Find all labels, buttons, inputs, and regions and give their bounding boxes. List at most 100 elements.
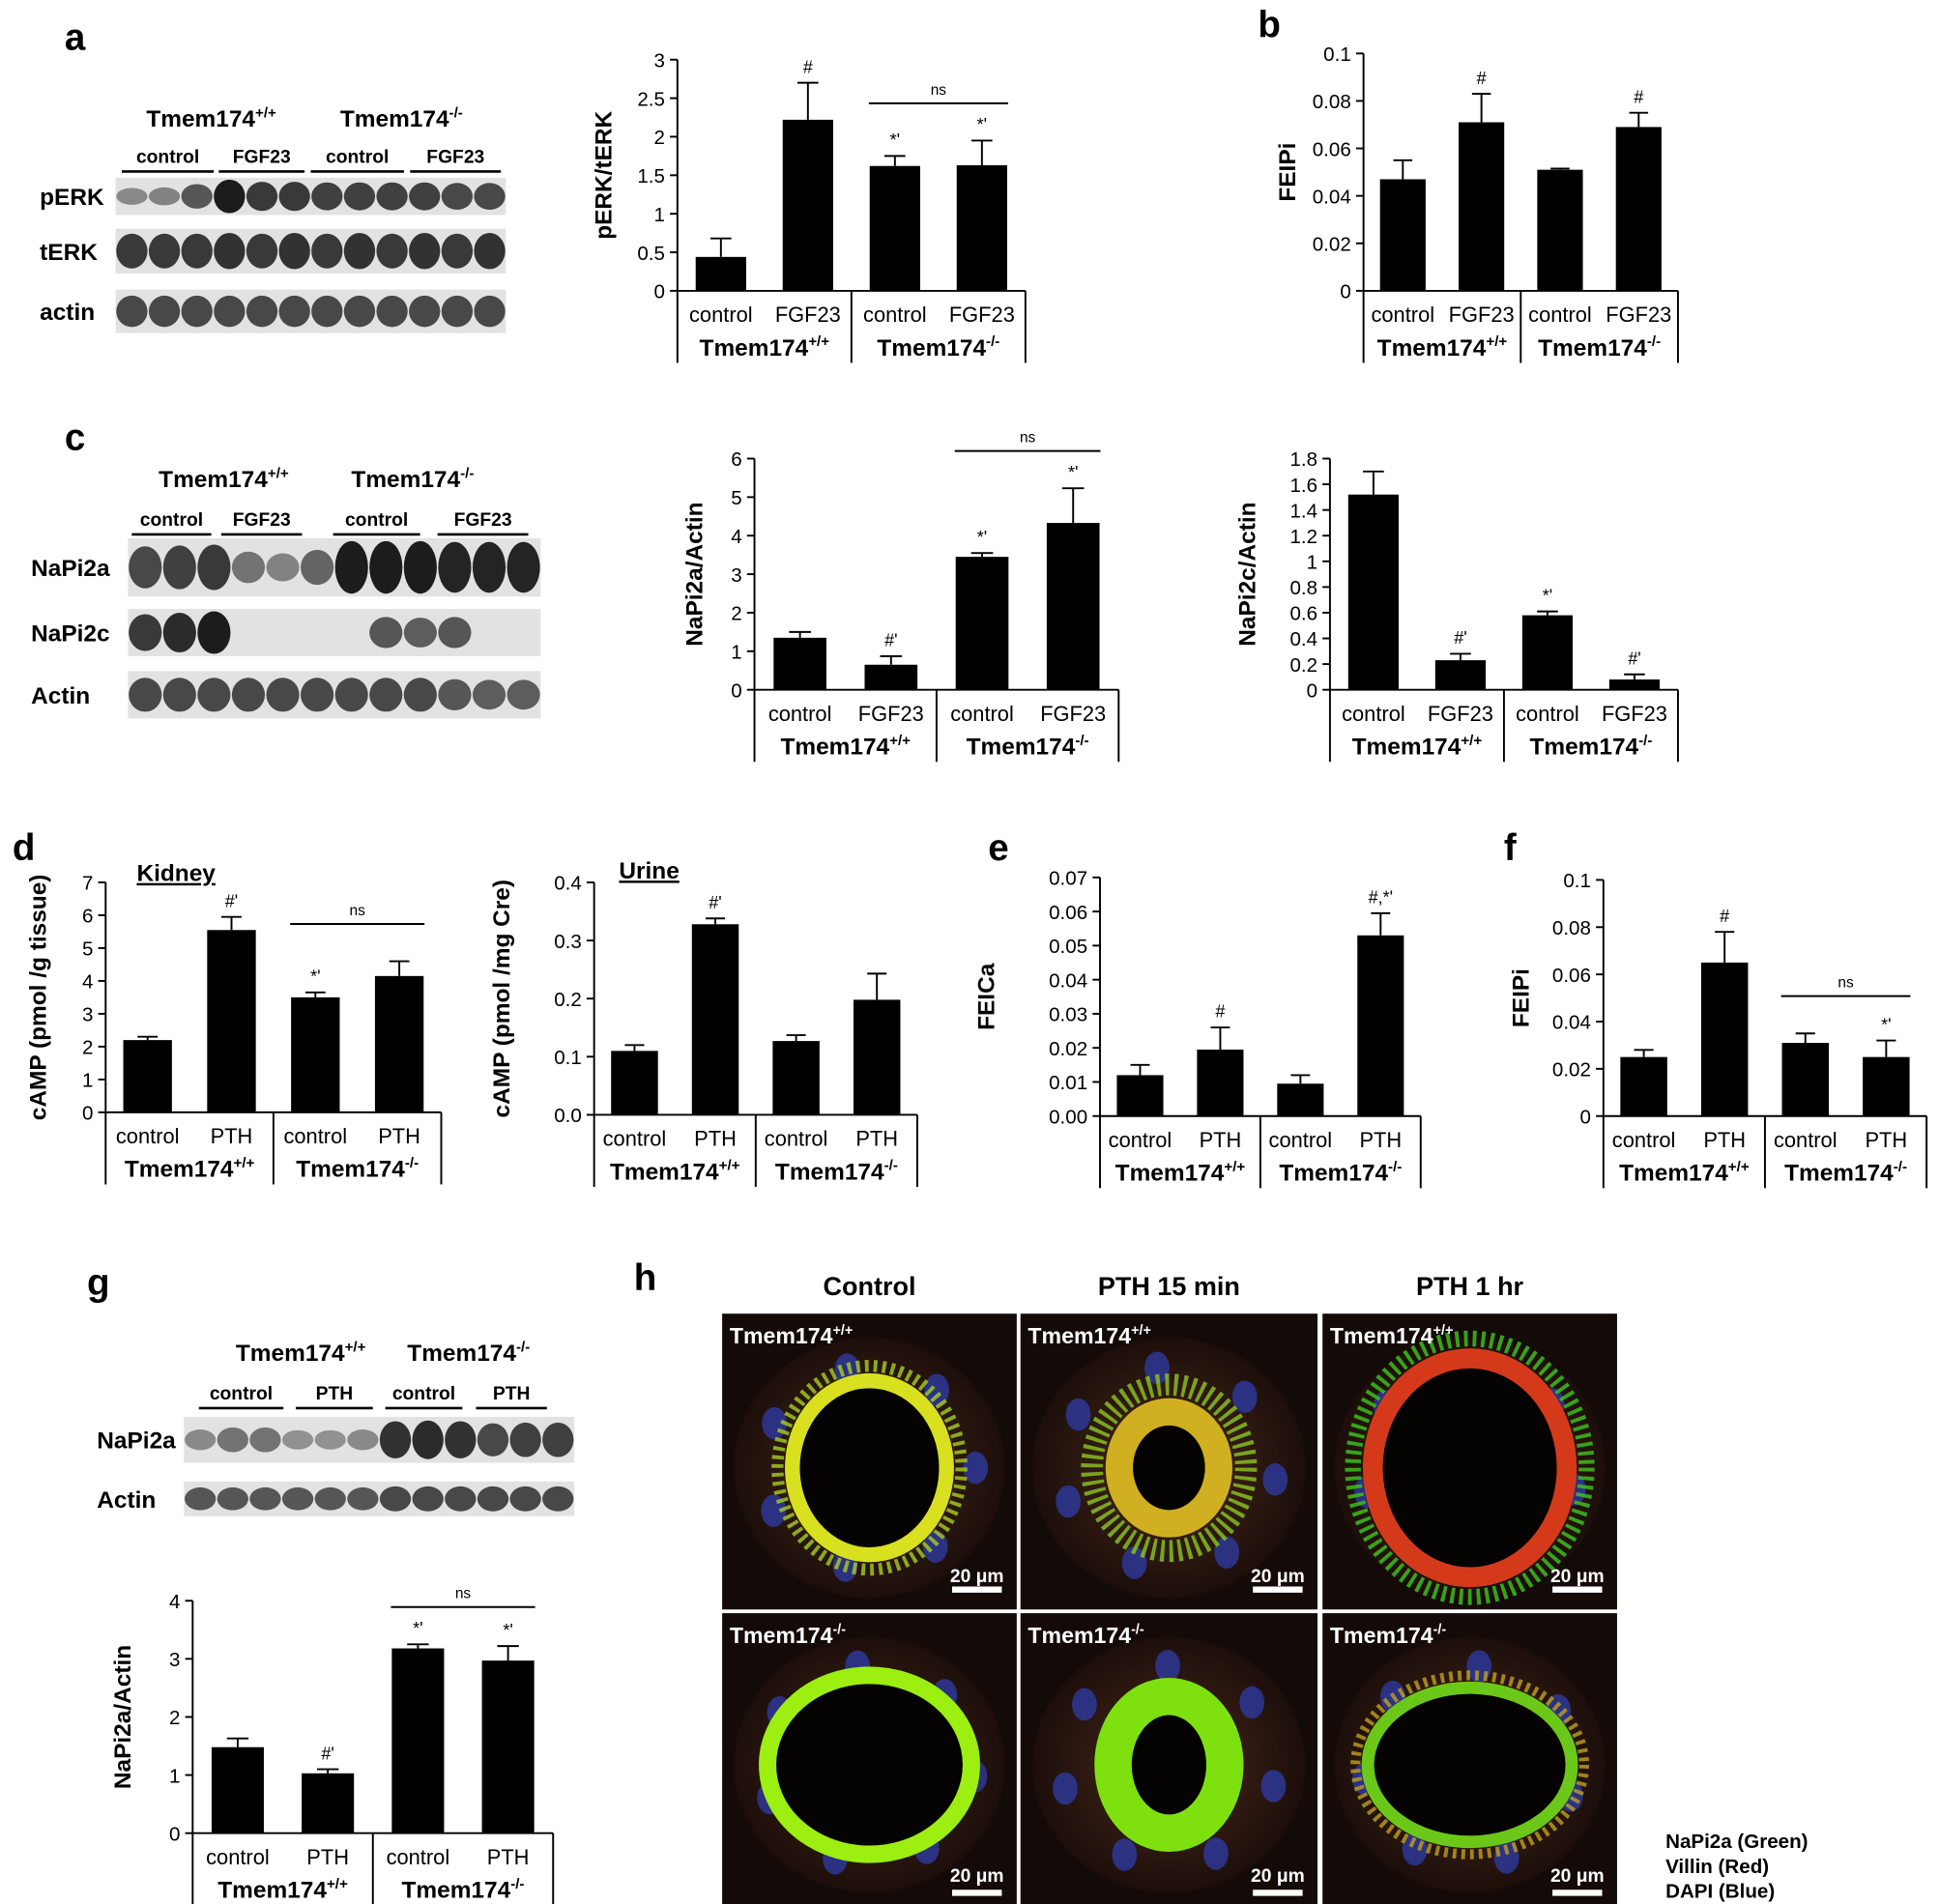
- treatment-label: FGF23: [454, 510, 512, 531]
- genotype-label: Tmem174+/+: [217, 1876, 348, 1904]
- significance-label: *': [890, 130, 900, 150]
- genotype-label: Tmem174-/-: [1529, 733, 1652, 761]
- blot-band: [509, 1486, 541, 1512]
- bar: [864, 664, 918, 690]
- bar: [691, 924, 739, 1115]
- significance-label: #: [1477, 69, 1487, 88]
- blot-band: [184, 1429, 217, 1451]
- genotype-superscript: +/+: [889, 733, 911, 749]
- blot-band: [129, 678, 162, 712]
- treatment-label: FGF23: [233, 510, 291, 531]
- blot-band: [343, 233, 376, 270]
- blot-row-label: actin: [40, 300, 95, 326]
- genotype-name: Tmem174: [1279, 1161, 1388, 1187]
- bar: [1116, 1075, 1164, 1116]
- blot-band: [311, 233, 343, 269]
- x-tick-label: control: [689, 303, 753, 327]
- nucleus: [1053, 1772, 1078, 1805]
- x-tick-label: FGF23: [775, 303, 841, 327]
- treatment-label: control: [392, 1384, 455, 1404]
- bar: [853, 999, 901, 1115]
- y-tick-label: 4: [169, 1591, 180, 1613]
- stain-legend: DAPI (Blue): [1665, 1881, 1775, 1903]
- genotype-label: Tmem174+/+: [780, 733, 911, 761]
- bar: [391, 1648, 445, 1833]
- blot-band: [369, 617, 403, 649]
- nucleus: [1214, 1536, 1240, 1569]
- blot-band: [409, 182, 441, 211]
- y-tick-label: 1.6: [1289, 475, 1317, 497]
- genotype-superscript: -/-: [986, 333, 999, 350]
- x-tick-label: control: [1516, 702, 1579, 726]
- y-axis-label: NaPi2a/Actin: [682, 502, 709, 646]
- genotype-superscript: -/-: [1075, 733, 1088, 749]
- y-tick-label: 1.5: [637, 165, 665, 188]
- bar: [772, 1041, 820, 1115]
- brush-border: [1094, 1677, 1244, 1852]
- x-tick-label: PTH: [487, 1845, 530, 1869]
- blot-band: [148, 233, 181, 269]
- genotype-superscript: +/+: [268, 465, 289, 481]
- genotype-name: Tmem174: [780, 735, 889, 761]
- nucleus: [1056, 1485, 1081, 1518]
- y-tick-label: 1: [82, 1070, 93, 1092]
- bracket-label: ns: [1838, 975, 1854, 992]
- x-tick-label: PTH: [1359, 1128, 1402, 1152]
- y-tick-label: 0: [82, 1103, 93, 1125]
- treatment-label: PTH: [493, 1384, 531, 1404]
- genotype-superscript: +/+: [1461, 733, 1482, 749]
- genotype-label: Tmem174-/-: [402, 1876, 525, 1904]
- y-tick-label: 0.01: [1049, 1072, 1087, 1094]
- y-tick-label: 5: [731, 487, 741, 509]
- stain-legend: Villin (Red): [1665, 1856, 1769, 1878]
- blot-band: [403, 618, 437, 648]
- y-tick-label: 1: [169, 1765, 180, 1787]
- blot-band: [116, 295, 148, 328]
- stain-legend: NaPi2a (Green): [1665, 1831, 1808, 1853]
- y-tick-label: 0.4: [554, 873, 582, 895]
- chart-subtitle: Urine: [619, 858, 679, 884]
- significance-label: #': [225, 891, 238, 910]
- nucleus: [1203, 1837, 1229, 1870]
- blot-band: [474, 183, 506, 211]
- y-axis-label: NaPi2c/Actin: [1235, 502, 1261, 646]
- blot-band: [314, 1486, 346, 1511]
- bar: [1863, 1056, 1910, 1116]
- bar: [611, 1051, 658, 1115]
- x-tick-label: control: [1342, 702, 1405, 726]
- genotype-label: Tmem174+/+: [236, 1339, 366, 1367]
- genotype-superscript: +/+: [255, 104, 276, 121]
- genotype-name: Tmem174: [1784, 1161, 1894, 1187]
- genotype-label: Tmem174-/-: [407, 1339, 530, 1367]
- genotype-label: Tmem174-/-: [775, 1158, 898, 1186]
- blot-band: [334, 678, 368, 712]
- blot-row-label: NaPi2a: [97, 1428, 176, 1455]
- y-axis-label: cAMP (pmol /mg Cre): [489, 880, 515, 1118]
- blot-band: [472, 679, 506, 710]
- genotype-label: Tmem174+/+: [125, 1155, 255, 1183]
- blot-strip: [115, 177, 506, 216]
- nucleus: [1260, 1770, 1287, 1803]
- blot-band: [506, 541, 540, 593]
- blot-band: [281, 1486, 314, 1511]
- bar: [302, 1773, 355, 1833]
- blot-band: [376, 233, 408, 269]
- genotype-name: Tmem174: [159, 467, 268, 493]
- y-tick-label: 0.03: [1049, 1004, 1087, 1026]
- genotype-label: Tmem174+/+: [1115, 1159, 1246, 1187]
- blot-band: [445, 1486, 477, 1512]
- x-tick-label: FGF23: [858, 702, 924, 726]
- blot-band: [376, 182, 408, 211]
- genotype-name: Tmem174: [730, 1323, 833, 1348]
- genotype-superscript: -/-: [405, 1155, 419, 1171]
- genotype-name: Tmem174: [146, 106, 255, 132]
- genotype-superscript: +/+: [833, 1323, 854, 1339]
- blot-band: [266, 553, 300, 582]
- genotype-superscript: -/-: [510, 1876, 524, 1892]
- blot-band: [278, 295, 310, 328]
- y-tick-label: 3: [654, 49, 665, 72]
- y-tick-label: 1: [731, 642, 741, 664]
- blot-band: [334, 540, 368, 594]
- x-tick-label: control: [116, 1124, 180, 1148]
